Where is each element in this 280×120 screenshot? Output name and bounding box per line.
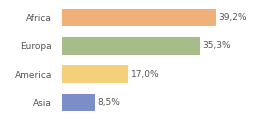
Text: 35,3%: 35,3%: [203, 41, 231, 50]
Bar: [62, 37, 200, 55]
Bar: [62, 9, 216, 26]
Bar: [62, 65, 129, 83]
Text: 8,5%: 8,5%: [97, 98, 120, 107]
Text: 39,2%: 39,2%: [218, 13, 247, 22]
Text: 17,0%: 17,0%: [131, 70, 159, 79]
Bar: [62, 94, 95, 111]
